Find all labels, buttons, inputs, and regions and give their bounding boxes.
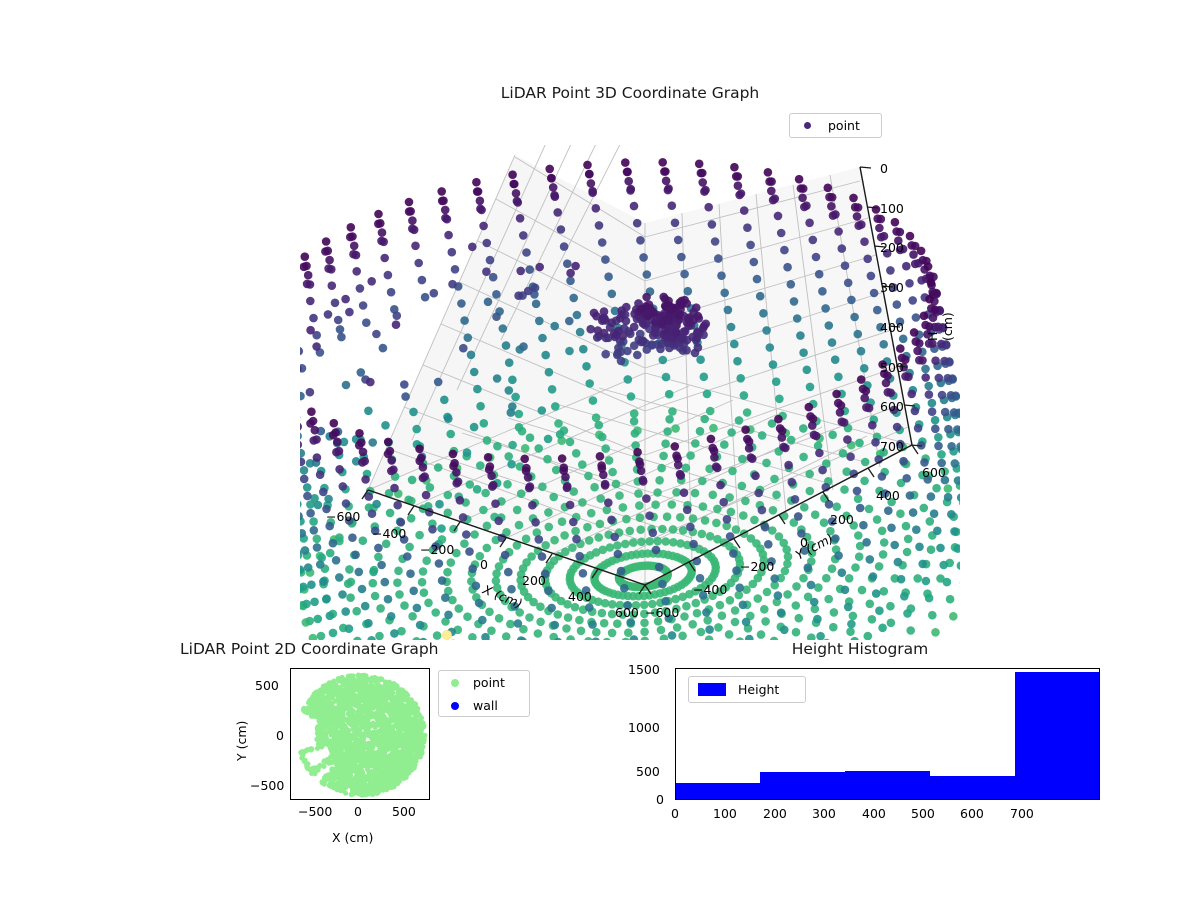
x-tick-hist-4: 400 bbox=[862, 806, 886, 821]
legend-2d-wall-label: wall bbox=[473, 698, 498, 713]
x-tick-3d-2: −200 bbox=[420, 542, 454, 557]
histogram-bar bbox=[760, 772, 845, 799]
x-tick-2d-0: −500 bbox=[298, 804, 332, 819]
axes-2d-canvas bbox=[291, 669, 430, 800]
lidar-3d-panel: LiDAR Point 3D Coordinate Graph point bbox=[300, 80, 960, 640]
lidar-2d-panel: LiDAR Point 2D Coordinate Graph 500 0 −5… bbox=[150, 640, 550, 870]
x-tick-3d-3: 0 bbox=[480, 557, 488, 572]
legend-point-swatch-icon bbox=[804, 122, 811, 129]
y-tick-hist-0: 0 bbox=[656, 792, 664, 807]
x-tick-hist-6: 600 bbox=[960, 806, 984, 821]
histogram-bar bbox=[1015, 672, 1099, 799]
x-tick-hist-0: 0 bbox=[671, 806, 679, 821]
x-axis-label-2d: X (cm) bbox=[332, 830, 373, 845]
legend-height-swatch-icon bbox=[698, 683, 726, 696]
y-tick-3d-4: 200 bbox=[830, 512, 854, 527]
panel-2d-title: LiDAR Point 2D Coordinate Graph bbox=[180, 640, 520, 658]
x-tick-3d-4: 200 bbox=[522, 573, 546, 588]
y-tick-2d-0: 500 bbox=[255, 678, 279, 693]
z-axis-label-3d: H (cm) bbox=[925, 306, 955, 341]
x-tick-3d-6: 600 bbox=[615, 605, 639, 620]
x-tick-3d-1: −400 bbox=[372, 526, 406, 541]
x-tick-hist-5: 500 bbox=[911, 806, 935, 821]
axes-2d[interactable] bbox=[290, 668, 430, 800]
histogram-bar bbox=[930, 776, 1015, 799]
y-tick-hist-3: 1500 bbox=[628, 662, 660, 677]
legend-wall-swatch-icon bbox=[451, 702, 459, 710]
panel-hist-title: Height Histogram bbox=[620, 640, 1100, 658]
y-tick-3d-1: −400 bbox=[693, 582, 727, 597]
x-tick-3d-0: −600 bbox=[326, 509, 360, 524]
y-tick-3d-2: −200 bbox=[740, 559, 774, 574]
z-tick-3d-0: 0 bbox=[880, 161, 888, 176]
panel-3d-title: LiDAR Point 3D Coordinate Graph bbox=[300, 84, 960, 102]
legend-2d-row-point[interactable]: point bbox=[439, 671, 529, 694]
x-tick-2d-2: 500 bbox=[392, 804, 416, 819]
legend-3d[interactable]: point bbox=[789, 113, 882, 138]
matplotlib-figure: LiDAR Point 3D Coordinate Graph point bbox=[0, 0, 1200, 900]
y-tick-hist-1: 500 bbox=[636, 764, 660, 779]
x-tick-hist-3: 300 bbox=[812, 806, 836, 821]
y-tick-3d-6: 600 bbox=[922, 465, 946, 480]
x-tick-hist-2: 200 bbox=[763, 806, 787, 821]
z-tick-3d-4: 400 bbox=[880, 320, 904, 335]
y-tick-3d-0: −600 bbox=[645, 605, 679, 620]
x-tick-2d-1: 0 bbox=[354, 804, 362, 819]
z-tick-3d-1: 100 bbox=[880, 201, 904, 216]
height-histogram-panel: Height Histogram Height 0 500 1000 1500 … bbox=[620, 640, 1120, 870]
legend-2d[interactable]: point wall bbox=[438, 670, 530, 717]
legend-point-swatch-icon bbox=[451, 679, 459, 687]
legend-hist-label: Height bbox=[738, 682, 779, 697]
axes-3d[interactable]: −600 −400 −200 0 200 400 600 X (cm) −600… bbox=[300, 145, 960, 640]
outlier-point bbox=[442, 630, 451, 639]
y-tick-hist-2: 1000 bbox=[628, 720, 660, 735]
histogram-bar bbox=[845, 771, 929, 799]
legend-hist[interactable]: Height bbox=[688, 676, 806, 703]
z-tick-3d-2: 200 bbox=[880, 240, 904, 255]
x-tick-hist-1: 100 bbox=[713, 806, 737, 821]
x-tick-hist-7: 700 bbox=[1010, 806, 1034, 821]
legend-2d-row-wall[interactable]: wall bbox=[439, 694, 529, 717]
x-tick-3d-5: 400 bbox=[568, 589, 592, 604]
legend-2d-point-label: point bbox=[473, 675, 505, 690]
y-axis-label-2d: Y (cm) bbox=[234, 721, 249, 761]
y-tick-2d-2: −500 bbox=[250, 778, 284, 793]
z-tick-3d-3: 300 bbox=[880, 280, 904, 295]
z-tick-3d-5: 500 bbox=[880, 360, 904, 375]
histogram-bar bbox=[676, 783, 760, 799]
z-tick-3d-7: 700 bbox=[880, 439, 904, 454]
y-tick-3d-5: 400 bbox=[876, 488, 900, 503]
axes-3d-canvas bbox=[300, 145, 960, 640]
y-tick-2d-1: 0 bbox=[276, 728, 284, 743]
z-tick-3d-6: 600 bbox=[880, 399, 904, 414]
legend-3d-point-label: point bbox=[828, 118, 860, 133]
